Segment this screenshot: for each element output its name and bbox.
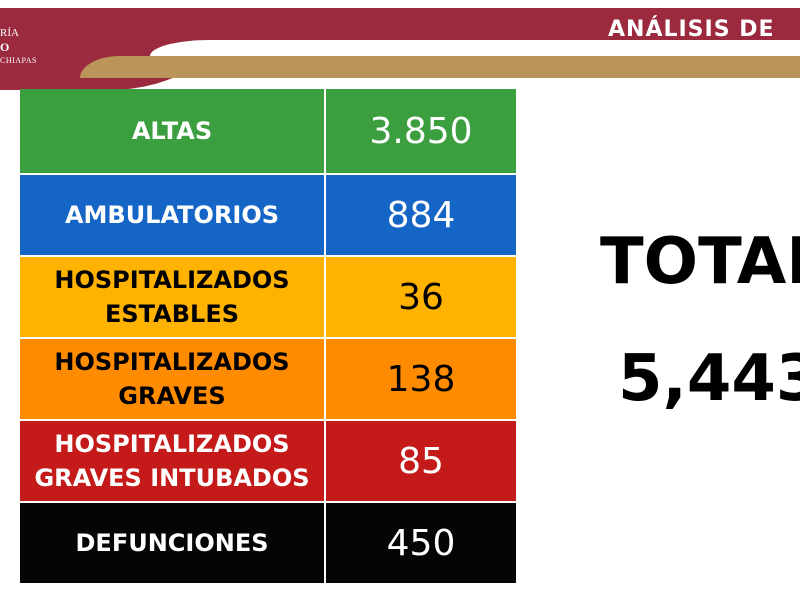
logo-text-line3: CHIAPAS (0, 56, 37, 65)
row-value: 450 (386, 522, 456, 564)
logo-text-line1: RÍA (0, 27, 19, 39)
row-label-line1: HOSPITALIZADOS (54, 430, 290, 458)
row-value: 3.850 (369, 110, 473, 152)
table-row-altas: ALTAS 3.850 (20, 89, 516, 175)
table-row-defunciones: DEFUNCIONES 450 (20, 503, 516, 583)
row-label-line1: HOSPITALIZADOS (54, 266, 290, 294)
total-label: TOTAL (600, 225, 800, 299)
table-row-hospitalizados-graves-intubados: HOSPITALIZADOS GRAVES INTUBADOS 85 (20, 421, 516, 503)
row-label: HOSPITALIZADOS GRAVES (20, 339, 326, 419)
row-label: DEFUNCIONES (20, 503, 326, 583)
row-label: HOSPITALIZADOS ESTABLES (20, 257, 326, 337)
table-row-hospitalizados-graves: HOSPITALIZADOS GRAVES 138 (20, 339, 516, 421)
total-value: 5,443 (618, 342, 800, 416)
row-label-line1: HOSPITALIZADOS (54, 348, 290, 376)
header-title: ANÁLISIS DE (608, 17, 775, 42)
row-value: 884 (386, 194, 456, 236)
logo-text-line2: O (0, 40, 10, 54)
row-value: 36 (398, 276, 444, 318)
row-label: ALTAS (20, 89, 326, 173)
status-table: ALTAS 3.850 AMBULATORIOS 884 HOSPITALIZA… (20, 89, 516, 583)
table-row-hospitalizados-estables: HOSPITALIZADOS ESTABLES 36 (20, 257, 516, 339)
row-label: HOSPITALIZADOS GRAVES INTUBADOS (20, 421, 326, 501)
row-value: 138 (386, 358, 456, 400)
header-gold-band (80, 56, 800, 78)
header-divider-curve (150, 40, 800, 56)
table-row-ambulatorios: AMBULATORIOS 884 (20, 175, 516, 257)
row-label-line2: ESTABLES (104, 300, 240, 328)
header-banner: RÍA O CHIAPAS ANÁLISIS DE (0, 0, 800, 90)
row-label-line2: GRAVES INTUBADOS (34, 464, 310, 492)
row-label-line2: GRAVES (118, 382, 226, 410)
row-value: 85 (398, 440, 444, 482)
row-label: AMBULATORIOS (20, 175, 326, 255)
